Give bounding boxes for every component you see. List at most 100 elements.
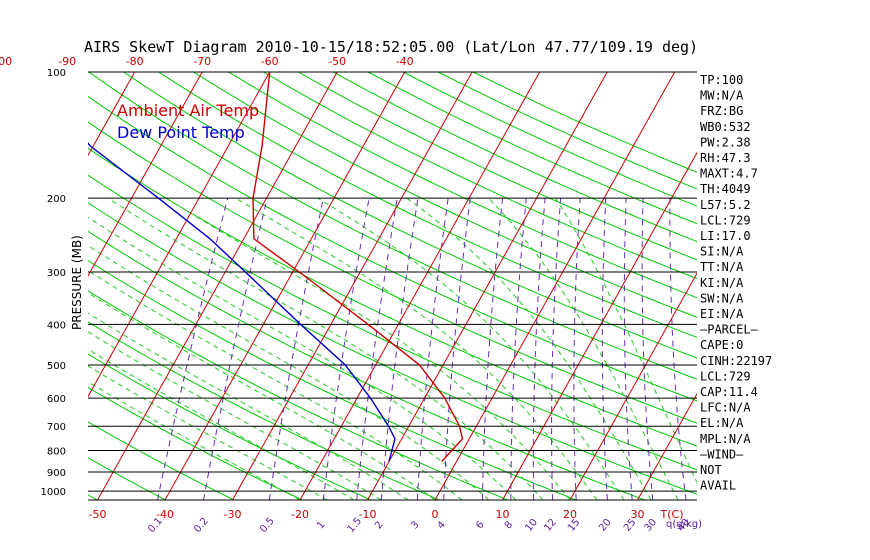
dry-adiabat-line	[158, 72, 697, 338]
stat-item: TT:N/A	[700, 260, 744, 274]
moist-adiabat-line	[235, 197, 598, 500]
isotherm-line	[88, 72, 136, 157]
isotherm-line	[840, 72, 870, 500]
stat-item: —PARCEL—	[700, 323, 759, 337]
dry-adiabat-line	[88, 321, 440, 500]
dry-adiabat-line	[88, 457, 166, 500]
isotherm-line	[88, 72, 271, 398]
pressure-tick-label: 800	[47, 447, 66, 458]
dry-adiabat-line	[437, 72, 697, 190]
moist-adiabat-line	[88, 292, 436, 500]
stat-item: CINH:22197	[700, 354, 772, 368]
bottom-temp-tick-label: 0	[432, 508, 439, 521]
dry-adiabat-line	[88, 421, 235, 500]
top-temp-tick-label: -100	[0, 55, 12, 68]
stat-item: —WIND—	[700, 447, 744, 461]
stat-item: CAPE:0	[700, 338, 743, 352]
mixing-ratio-line	[380, 198, 419, 500]
pressure-tick-label: 200	[47, 194, 66, 205]
pressure-tick-label: 900	[47, 468, 66, 479]
isotherm-line	[88, 72, 203, 277]
moist-adiabat-line	[555, 197, 697, 484]
dry-adiabat-line	[263, 72, 697, 280]
isotherm-line	[232, 72, 473, 500]
bottom-temp-tick-label: -50	[89, 508, 107, 521]
dry-adiabat-line	[298, 72, 697, 261]
isotherm-lines	[88, 72, 870, 500]
mixing-ratio-lines	[157, 198, 687, 500]
stat-item: PW:2.38	[700, 135, 751, 149]
dry-adiabat-line	[88, 121, 697, 424]
dry-adiabat-line	[193, 72, 697, 318]
mixing-ratio-line	[356, 198, 398, 500]
dry-adiabat-line	[88, 353, 372, 500]
stat-item: SW:N/A	[700, 291, 744, 305]
dry-adiabat-line	[88, 147, 697, 447]
stat-item: MAXT:4.7	[700, 167, 758, 181]
mixing-ratio-label: 8	[503, 519, 516, 531]
dry-adiabat-line	[88, 72, 697, 380]
pressure-tick-label: 600	[47, 394, 66, 405]
bottom-temp-tick-label: -10	[359, 508, 377, 521]
isotherm-line	[164, 72, 406, 500]
stat-item: L57:5.2	[700, 198, 751, 212]
bottom-temp-tick-label: 30	[631, 508, 645, 521]
mixing-ratio-label: 10	[523, 517, 540, 534]
legend-dew-point-temp: Dew Point Temp	[117, 123, 245, 142]
legend-ambient-air-temp: Ambient Air Temp	[117, 101, 259, 120]
profile-line-ambient-air-temp	[252, 72, 464, 462]
mixing-ratio-line	[623, 198, 633, 500]
dry-adiabat-line	[88, 386, 303, 500]
top-temp-tick-label: -40	[396, 55, 414, 68]
dry-adiabat-line	[88, 230, 645, 500]
moist-adiabat-line	[88, 331, 382, 500]
mixing-ratio-label: 4	[436, 519, 449, 531]
moist-adiabat-line	[488, 197, 679, 500]
mixing-ratio-label: 3	[409, 519, 422, 531]
moist-adiabat-line	[88, 381, 301, 500]
isotherm-line	[434, 72, 676, 500]
pressure-tick-label: 100	[47, 68, 66, 79]
mixing-ratio-label: 1	[315, 519, 328, 531]
stat-item: LFC:N/A	[700, 401, 751, 415]
mixing-ratio-label: 30	[643, 517, 660, 534]
mixing-ratio-line	[416, 198, 449, 500]
stat-item: RH:47.3	[700, 151, 751, 165]
mixing-ratio-line	[573, 198, 581, 500]
axis-labels: 1002003004005006007008009001000-120-110-…	[0, 55, 702, 535]
isotherm-line	[773, 72, 870, 500]
mixing-ratio-line	[641, 198, 654, 500]
mixing-ratio-label: 6	[474, 519, 487, 531]
dry-adiabat-line	[228, 72, 697, 299]
mixing-ratio-label: 12	[542, 517, 559, 534]
mixing-ratio-line	[532, 198, 546, 500]
stat-item: WB0:532	[700, 120, 751, 134]
mixing-ratio-label: 0.2	[192, 516, 211, 535]
stat-item: LCL:729	[700, 369, 751, 383]
mixing-ratio-line	[669, 198, 687, 500]
moist-adiabat-line	[88, 348, 355, 500]
bottom-temp-tick-label: -40	[156, 508, 174, 521]
bottom-temp-tick-label: -30	[224, 508, 242, 521]
moist-adiabat-line	[165, 197, 571, 500]
stat-item: SI:N/A	[700, 245, 744, 259]
stat-item: FRZ:BG	[700, 104, 743, 118]
stat-item: LI:17.0	[700, 229, 751, 243]
moist-adiabat-line	[88, 216, 517, 500]
chart-title: AIRS SkewT Diagram 2010-10-15/18:52:05.0…	[84, 38, 698, 56]
mixing-ratio-line	[551, 198, 562, 500]
mixing-ratio-label: 0.5	[258, 516, 277, 535]
x-axis-unit-label: T(C)	[660, 508, 684, 521]
top-temp-tick-label: -50	[328, 55, 346, 68]
isotherm-line	[367, 72, 608, 500]
isotherm-line	[97, 72, 338, 500]
top-temp-tick-label: -60	[261, 55, 279, 68]
isotherm-line	[299, 72, 541, 500]
mixing-ratio-label: 20	[597, 517, 614, 534]
isotherm-line	[637, 392, 697, 500]
isotherm-line	[569, 272, 697, 500]
pressure-tick-label: 500	[47, 361, 66, 372]
bottom-temp-tick-label: 20	[563, 508, 577, 521]
